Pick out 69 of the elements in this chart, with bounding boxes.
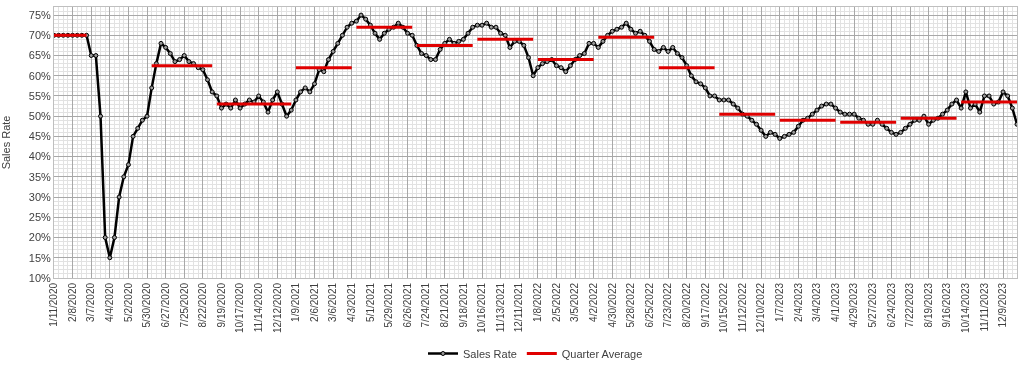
x-tick-label: 9/17/2022	[699, 282, 711, 328]
x-tick-label: 4/1/2023	[829, 282, 841, 322]
y-tick-label: 15%	[28, 251, 51, 264]
x-tick-label: 12/11/2021	[513, 282, 525, 333]
x-tick-label: 6/25/2022	[643, 282, 655, 328]
x-tick-label: 11/13/2021	[494, 282, 506, 333]
x-tick-label: 5/1/2021	[364, 282, 376, 322]
x-tick-label: 6/24/2023	[885, 282, 897, 328]
x-tick-label: 3/5/2022	[569, 282, 581, 322]
legend-label: Sales Rate	[463, 347, 517, 360]
x-tick-label: 1/8/2022	[532, 282, 544, 322]
x-tick-label: 7/22/2023	[904, 282, 916, 328]
y-tick-label: 35%	[28, 170, 51, 183]
x-tick-label: 4/30/2022	[606, 282, 618, 328]
x-tick-label: 6/26/2021	[401, 282, 413, 328]
x-tick-label: 11/11/2023	[978, 282, 990, 332]
x-tick-label: 12/9/2023	[997, 282, 1009, 328]
x-tick-label: 2/4/2023	[792, 282, 804, 322]
x-tick-label: 10/17/2020	[234, 282, 246, 333]
x-tick-label: 1/9/2021	[290, 282, 302, 322]
x-tick-label: 3/7/2020	[85, 282, 97, 322]
x-tick-label: 5/2/2020	[122, 282, 134, 322]
x-tick-label: 3/6/2021	[327, 282, 339, 322]
x-tick-label: 6/27/2020	[159, 282, 171, 328]
y-tick-label: 60%	[28, 69, 51, 82]
x-tick-label: 1/7/2023	[773, 282, 785, 322]
x-tick-label: 9/16/2023	[941, 282, 953, 328]
y-tick-label: 50%	[28, 110, 51, 123]
x-tick-label: 5/28/2022	[625, 282, 637, 328]
x-tick-label: 3/4/2023	[811, 282, 823, 322]
x-tick-label: 7/25/2020	[178, 282, 190, 328]
y-axis-title: Sales Rate	[0, 115, 13, 170]
x-tick-label: 10/15/2022	[718, 282, 730, 333]
x-tick-label: 8/20/2022	[680, 282, 692, 328]
x-tick-label: 7/24/2021	[420, 282, 432, 328]
x-tick-label: 4/29/2023	[848, 282, 860, 328]
x-tick-label: 5/29/2021	[383, 282, 395, 328]
x-tick-label: 5/27/2023	[867, 282, 879, 328]
x-tick-label: 10/14/2023	[960, 282, 972, 333]
x-tick-label: 7/23/2022	[662, 282, 674, 328]
x-tick-label: 2/5/2022	[550, 282, 562, 322]
y-tick-label: 45%	[28, 130, 51, 143]
x-tick-label: 4/3/2021	[345, 282, 357, 322]
x-tick-label: 8/19/2023	[922, 282, 934, 328]
y-tick-label: 40%	[28, 150, 51, 163]
y-tick-label: 75%	[28, 8, 51, 21]
y-tick-label: 70%	[28, 29, 51, 42]
x-tick-label: 8/21/2021	[439, 282, 451, 328]
y-tick-label: 20%	[28, 231, 51, 244]
x-tick-label: 4/2/2022	[587, 282, 599, 322]
x-tick-label: 4/4/2020	[104, 282, 116, 322]
y-tick-label: 10%	[28, 271, 51, 284]
x-tick-label: 2/6/2021	[308, 282, 320, 322]
y-tick-label: 65%	[28, 49, 51, 62]
x-tick-label: 9/19/2020	[215, 282, 227, 328]
x-tick-label: 8/22/2020	[197, 282, 209, 328]
x-tick-label: 9/18/2021	[457, 282, 469, 328]
y-tick-label: 30%	[28, 190, 51, 203]
x-tick-label: 10/16/2021	[476, 282, 488, 333]
x-tick-label: 2/8/2020	[66, 282, 78, 322]
legend-label: Quarter Average	[561, 347, 643, 360]
x-tick-label: 12/10/2022	[755, 282, 767, 333]
x-tick-label: 1/11/2020	[48, 282, 60, 327]
y-tick-label: 25%	[28, 211, 51, 224]
x-tick-label: 5/30/2020	[141, 282, 153, 328]
y-tick-label: 55%	[28, 89, 51, 102]
x-tick-label: 11/12/2022	[736, 282, 748, 333]
x-tick-label: 11/14/2020	[252, 282, 264, 333]
x-tick-label: 12/12/2020	[271, 282, 283, 333]
